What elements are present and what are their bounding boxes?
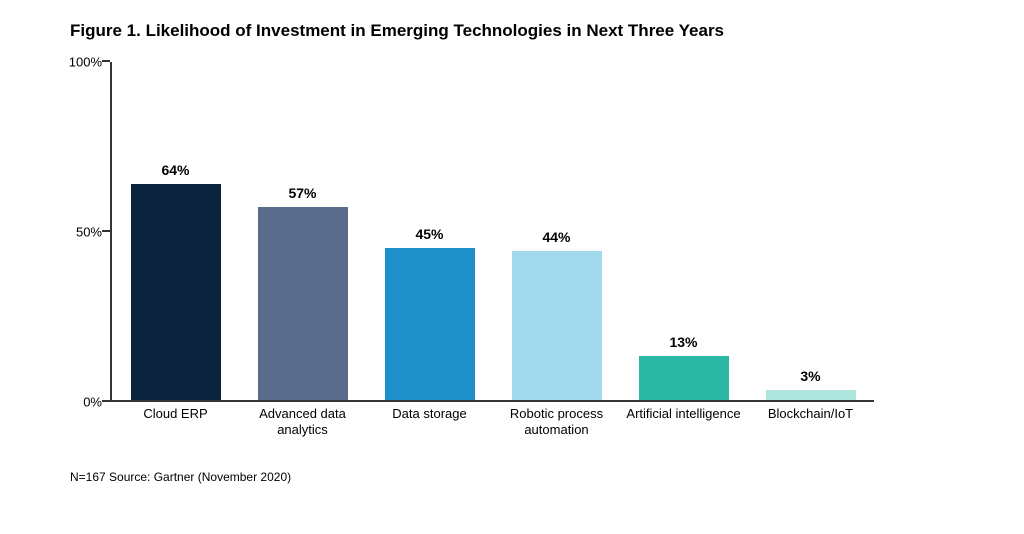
bar-value-1: 57% — [288, 185, 316, 201]
y-tick-50 — [102, 230, 110, 232]
x-label-0: Cloud ERP — [112, 402, 239, 442]
bar-2 — [385, 248, 475, 400]
x-label-5: Blockchain/IoT — [747, 402, 874, 442]
x-label-4: Artificial intelligence — [620, 402, 747, 442]
bar-5 — [766, 390, 856, 400]
bar-0 — [131, 184, 221, 400]
x-label-1: Advanced data analytics — [239, 402, 366, 442]
bar-group-5: 3% — [747, 62, 874, 400]
bar-group-4: 13% — [620, 62, 747, 400]
bar-value-4: 13% — [669, 334, 697, 350]
y-label-100: 100% — [62, 55, 102, 70]
bar-1 — [258, 207, 348, 400]
bar-group-0: 64% — [112, 62, 239, 400]
y-tick-100 — [102, 60, 110, 62]
y-label-0: 0% — [62, 395, 102, 410]
bar-value-2: 45% — [415, 226, 443, 242]
bar-group-2: 45% — [366, 62, 493, 400]
bar-4 — [639, 356, 729, 400]
chart-container: 0% 50% 100% 64% 57% 45% 44% 13% 3% — [110, 62, 874, 442]
bar-group-1: 57% — [239, 62, 366, 400]
chart-footnote: N=167 Source: Gartner (November 2020) — [70, 470, 984, 484]
bar-3 — [512, 251, 602, 400]
x-labels: Cloud ERP Advanced data analytics Data s… — [112, 402, 874, 442]
bar-group-3: 44% — [493, 62, 620, 400]
y-tick-0 — [102, 400, 110, 402]
bar-value-0: 64% — [161, 162, 189, 178]
y-label-50: 50% — [62, 225, 102, 240]
x-label-3: Robotic process automation — [493, 402, 620, 442]
chart-title: Figure 1. Likelihood of Investment in Em… — [70, 20, 984, 42]
plot-area: 64% 57% 45% 44% 13% 3% — [112, 62, 874, 400]
bar-value-3: 44% — [542, 229, 570, 245]
x-label-2: Data storage — [366, 402, 493, 442]
bar-value-5: 3% — [800, 368, 820, 384]
